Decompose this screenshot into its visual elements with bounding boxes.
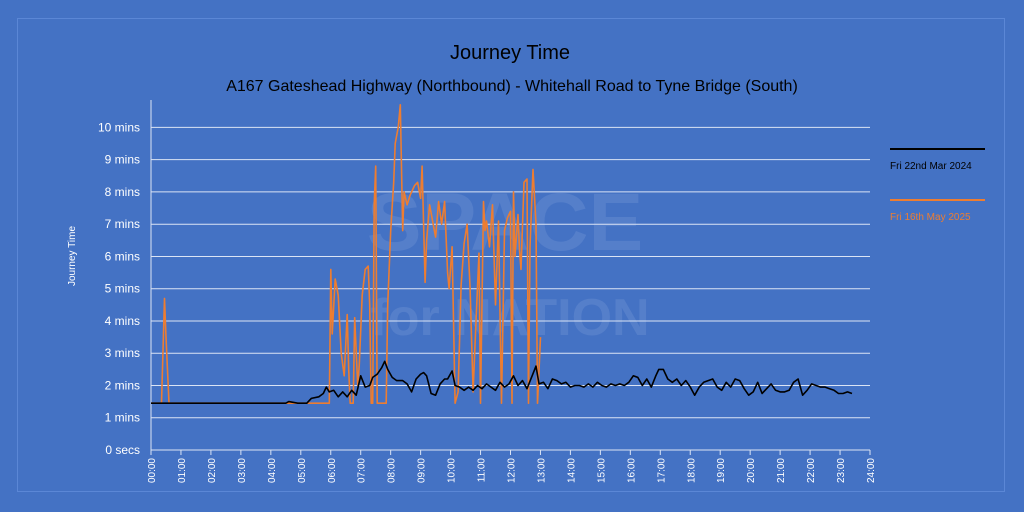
legend-entry: Fri 16th May 2025 xyxy=(890,212,971,223)
series-line-2 xyxy=(151,104,542,405)
y-tick-label: 1 mins xyxy=(105,411,140,425)
x-tick-label: 05:00 xyxy=(297,458,308,483)
x-tick-label: 24:00 xyxy=(866,458,877,483)
y-tick-label: 5 mins xyxy=(105,282,140,296)
y-tick-label: 3 mins xyxy=(105,346,140,360)
y-tick-label: 10 mins xyxy=(98,120,140,134)
x-tick-label: 23:00 xyxy=(836,458,847,483)
x-tick-label: 12:00 xyxy=(507,458,518,483)
x-tick-label: 02:00 xyxy=(207,458,218,483)
series-line-1 xyxy=(151,360,853,405)
watermark-text: for NATION xyxy=(370,289,649,347)
x-tick-label: 18:00 xyxy=(686,458,697,483)
x-tick-label: 04:00 xyxy=(267,458,278,483)
legend-entry: Fri 22nd Mar 2024 xyxy=(890,161,972,172)
y-tick-label: 9 mins xyxy=(105,153,140,167)
x-tick-label: 09:00 xyxy=(417,458,428,483)
y-tick-label: 2 mins xyxy=(105,378,140,392)
y-tick-label: 0 secs xyxy=(105,443,140,457)
x-tick-label: 20:00 xyxy=(746,458,757,483)
chart-title: Journey Time xyxy=(450,42,570,64)
x-tick-label: 21:00 xyxy=(776,458,787,483)
x-tick-label: 01:00 xyxy=(177,458,188,483)
x-tick-label: 13:00 xyxy=(536,458,547,483)
x-tick-label: 17:00 xyxy=(656,458,667,483)
watermark-text: SPACE xyxy=(367,177,643,268)
x-tick-label: 06:00 xyxy=(327,458,338,483)
x-tick-label: 19:00 xyxy=(716,458,727,483)
y-tick-label: 4 mins xyxy=(105,314,140,328)
x-tick-label: 00:00 xyxy=(147,458,158,483)
x-tick-label: 22:00 xyxy=(806,458,817,483)
x-tick-label: 11:00 xyxy=(477,458,488,483)
y-tick-label: 7 mins xyxy=(105,217,140,231)
x-tick-label: 16:00 xyxy=(626,458,637,483)
x-tick-label: 07:00 xyxy=(357,458,368,483)
x-tick-label: 08:00 xyxy=(387,458,398,483)
chart-subtitle: A167 Gateshead Highway (Northbound) - Wh… xyxy=(226,78,798,95)
x-tick-label: 14:00 xyxy=(566,458,577,483)
x-tick-label: 03:00 xyxy=(237,458,248,483)
y-tick-label: 6 mins xyxy=(105,249,140,263)
y-tick-label: 8 mins xyxy=(105,185,140,199)
y-axis-label: Journey Time xyxy=(67,226,78,286)
x-tick-label: 10:00 xyxy=(447,458,458,483)
chart-frame xyxy=(17,18,1005,492)
x-tick-label: 15:00 xyxy=(596,458,607,483)
